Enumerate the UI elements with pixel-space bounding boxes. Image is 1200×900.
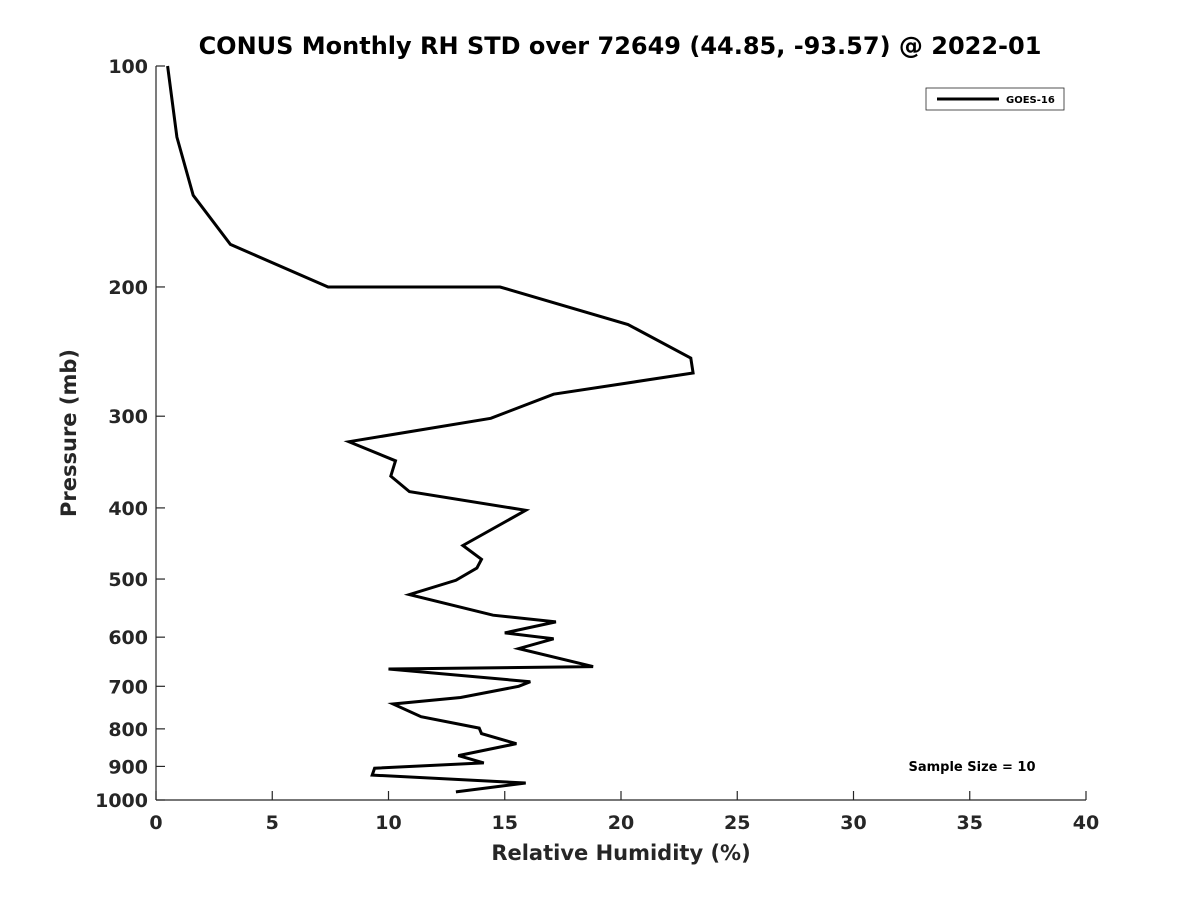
x-tick-label: 35 <box>957 812 983 834</box>
y-tick-label: 400 <box>108 498 148 520</box>
x-tick-label: 5 <box>266 812 279 834</box>
sample-size-annotation: Sample Size = 10 <box>908 760 1035 775</box>
x-tick-label: 10 <box>375 812 401 834</box>
y-tick-label: 700 <box>108 676 148 698</box>
series-group <box>166 65 695 794</box>
y-tick-label: 800 <box>108 719 148 741</box>
y-tick-label: 1000 <box>95 790 148 812</box>
x-axis-label: Relative Humidity (%) <box>491 841 750 865</box>
y-tick-label: 900 <box>108 756 148 778</box>
y-ticks: 100 200 300 400 500 600 700 800 900 1000 <box>95 56 165 812</box>
chart-title: CONUS Monthly RH STD over 72649 (44.85, … <box>199 32 1042 60</box>
y-tick-label: 300 <box>108 406 148 428</box>
axes <box>155 66 1086 801</box>
y-tick-label: 200 <box>108 277 148 299</box>
x-tick-label: 15 <box>492 812 518 834</box>
y-tick-label: 100 <box>108 56 148 78</box>
legend: GOES-16 <box>925 87 1065 111</box>
y-tick-label: 500 <box>108 569 148 591</box>
legend-label-goes-16: GOES-16 <box>1006 95 1055 106</box>
x-tick-label: 0 <box>149 812 162 834</box>
series-line-goes-16 <box>166 65 695 794</box>
x-tick-label: 40 <box>1073 812 1099 834</box>
y-axis-label: Pressure (mb) <box>57 349 81 517</box>
x-tick-label: 20 <box>608 812 634 834</box>
x-tick-label: 30 <box>840 812 866 834</box>
x-ticks: 0 5 10 15 20 25 30 35 40 <box>149 791 1099 834</box>
y-tick-label: 600 <box>108 627 148 649</box>
x-tick-label: 25 <box>724 812 750 834</box>
